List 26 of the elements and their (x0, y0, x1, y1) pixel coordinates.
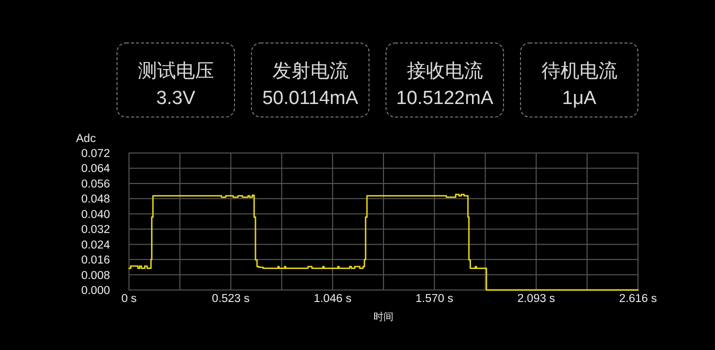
x-tick-label: 1.570 s (416, 293, 454, 305)
text: 10.5122mA (396, 88, 494, 109)
text: 待机电流 (541, 60, 618, 82)
y-tick-label: 0.032 (81, 224, 110, 236)
y-tick-label: 0.040 (81, 208, 110, 221)
x-tick-label: 2.616 s (619, 293, 658, 305)
text: 接收电流 (406, 60, 483, 82)
text: 1μA (562, 88, 597, 109)
text: 发射电流 (272, 60, 348, 82)
y-tick-label: 0.064 (81, 163, 111, 176)
text: 50.0114mA (262, 88, 358, 109)
y-axis-title: Adc (76, 133, 96, 145)
x-axis-title: 时间 (374, 311, 394, 323)
y-tick-label: 0.000 (81, 285, 110, 297)
x-tick-label: 0 s (121, 293, 137, 305)
text: 测试电压 (138, 61, 214, 82)
y-tick-label: 0.024 (81, 239, 111, 252)
y-tick-label: 0.016 (81, 254, 110, 267)
x-tick-label: 2.093 s (517, 293, 556, 305)
y-tick-label: 0.056 (81, 178, 110, 190)
y-tick-label: 0.072 (81, 148, 110, 160)
x-tick-label: 1.046 s (314, 293, 352, 305)
text: 3.3V (156, 88, 196, 109)
y-tick-label: 0.008 (81, 270, 110, 282)
x-tick-label: 0.523 s (212, 293, 250, 305)
y-tick-label: 0.048 (81, 194, 110, 206)
